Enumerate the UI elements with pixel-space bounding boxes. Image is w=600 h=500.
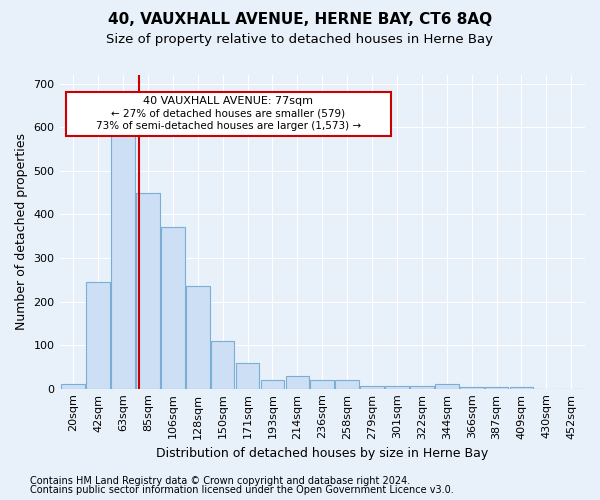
Bar: [310, 380, 334, 388]
Bar: [410, 386, 434, 388]
Bar: [211, 341, 235, 388]
Bar: [161, 228, 185, 388]
Bar: [335, 380, 359, 388]
Text: 40 VAUXHALL AVENUE: 77sqm: 40 VAUXHALL AVENUE: 77sqm: [143, 96, 313, 106]
Bar: [260, 380, 284, 388]
Bar: [286, 376, 309, 388]
Bar: [385, 386, 409, 388]
Bar: [86, 282, 110, 389]
Bar: [186, 286, 209, 388]
Text: Contains public sector information licensed under the Open Government Licence v3: Contains public sector information licen…: [30, 485, 454, 495]
X-axis label: Distribution of detached houses by size in Herne Bay: Distribution of detached houses by size …: [156, 447, 488, 460]
Text: 73% of semi-detached houses are larger (1,573) →: 73% of semi-detached houses are larger (…: [96, 121, 361, 131]
Bar: [360, 386, 384, 388]
Y-axis label: Number of detached properties: Number of detached properties: [15, 134, 28, 330]
Text: 40, VAUXHALL AVENUE, HERNE BAY, CT6 8AQ: 40, VAUXHALL AVENUE, HERNE BAY, CT6 8AQ: [108, 12, 492, 28]
Text: Contains HM Land Registry data © Crown copyright and database right 2024.: Contains HM Land Registry data © Crown c…: [30, 476, 410, 486]
Bar: [435, 384, 458, 388]
Text: Size of property relative to detached houses in Herne Bay: Size of property relative to detached ho…: [107, 32, 493, 46]
Bar: [61, 384, 85, 388]
Bar: [236, 362, 259, 388]
Bar: [136, 192, 160, 388]
Text: ← 27% of detached houses are smaller (579): ← 27% of detached houses are smaller (57…: [112, 108, 346, 118]
Bar: [111, 110, 135, 388]
